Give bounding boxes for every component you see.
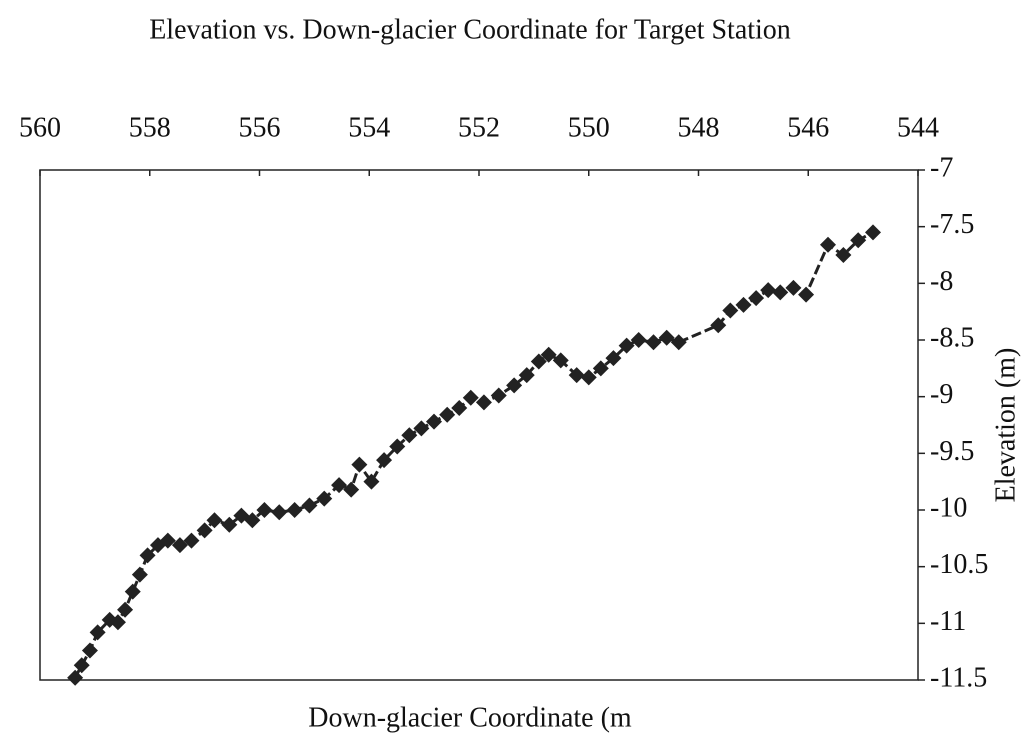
y-tick-label: -11.5 <box>930 662 987 693</box>
data-point <box>835 247 852 263</box>
data-point <box>748 290 765 307</box>
data-point <box>124 583 141 600</box>
x-axis-label: Down-glacier Coordinate (m <box>308 702 632 733</box>
data-point <box>798 286 815 303</box>
data-point <box>605 350 622 367</box>
plot-frame <box>39 169 919 681</box>
data-point <box>183 532 200 549</box>
data-point <box>256 502 273 518</box>
data-point <box>820 236 837 253</box>
data-point <box>171 537 188 554</box>
chart-title: Elevation vs. Down-glacier Coordinate fo… <box>149 14 791 45</box>
data-point <box>301 497 318 514</box>
data-point <box>389 438 406 455</box>
data-point <box>139 547 156 564</box>
data-point <box>710 317 727 334</box>
data-point <box>343 481 360 498</box>
data-point <box>506 377 523 394</box>
data-point <box>159 532 176 549</box>
data-point <box>865 224 882 241</box>
data-point <box>206 512 223 529</box>
data-point <box>490 387 507 404</box>
data-point <box>316 490 333 507</box>
y-tick-label: -7.5 <box>930 209 974 240</box>
data-point <box>462 389 479 406</box>
data-point <box>351 456 368 473</box>
data-point <box>580 369 597 386</box>
data-point <box>376 452 393 469</box>
data-point <box>439 406 456 423</box>
data-point <box>645 334 662 351</box>
y-tick-label: -7 <box>930 152 953 183</box>
data-point <box>785 279 802 296</box>
data-point <box>244 512 261 529</box>
data-point <box>592 360 609 377</box>
data-point <box>413 420 430 437</box>
x-tick-label: 554 <box>348 112 390 143</box>
data-point <box>772 284 789 301</box>
y-tick-label: -11 <box>930 606 966 637</box>
y-axis-label: Elevation (m) <box>990 348 1021 503</box>
data-point <box>850 232 867 249</box>
y-tick-label: -8.5 <box>930 322 974 353</box>
x-tick-label: 560 <box>19 112 61 143</box>
data-point <box>81 642 98 659</box>
data-point <box>630 332 647 348</box>
data-point <box>286 502 303 518</box>
y-tick-label: -10.5 <box>930 549 988 580</box>
data-point <box>722 302 739 319</box>
data-point <box>271 504 288 521</box>
data-point <box>618 337 635 354</box>
data-point <box>331 477 348 494</box>
data-point <box>760 282 777 299</box>
data-point <box>451 400 468 416</box>
data-point <box>73 657 90 674</box>
y-tick-label: -9 <box>930 379 953 410</box>
data-point <box>552 352 569 369</box>
data-point <box>89 624 106 641</box>
data-point <box>568 367 585 384</box>
x-tick-label: 546 <box>787 112 829 143</box>
data-point <box>426 413 443 430</box>
y-tick-label: -9.5 <box>930 436 974 467</box>
data-point <box>221 516 238 533</box>
data-point <box>518 367 535 384</box>
x-tick-label: 556 <box>239 112 281 143</box>
data-point <box>540 346 557 363</box>
data-point <box>67 669 84 686</box>
data-point <box>530 353 547 370</box>
data-point <box>475 394 492 411</box>
data-point <box>363 473 380 490</box>
x-tick-label: 552 <box>458 112 500 143</box>
data-point <box>131 566 148 583</box>
data-point <box>658 329 675 346</box>
data-point <box>196 522 213 539</box>
x-tick-label: 558 <box>129 112 171 143</box>
data-point <box>117 601 134 618</box>
data-point <box>109 614 126 631</box>
data-point <box>401 427 418 444</box>
data-point <box>670 334 687 351</box>
y-tick-label: -10 <box>930 492 967 523</box>
data-point <box>735 296 752 313</box>
x-tick-label: 548 <box>678 112 720 143</box>
x-tick-label: 544 <box>897 112 939 143</box>
y-tick-label: -8 <box>930 266 953 297</box>
x-tick-label: 550 <box>568 112 610 143</box>
